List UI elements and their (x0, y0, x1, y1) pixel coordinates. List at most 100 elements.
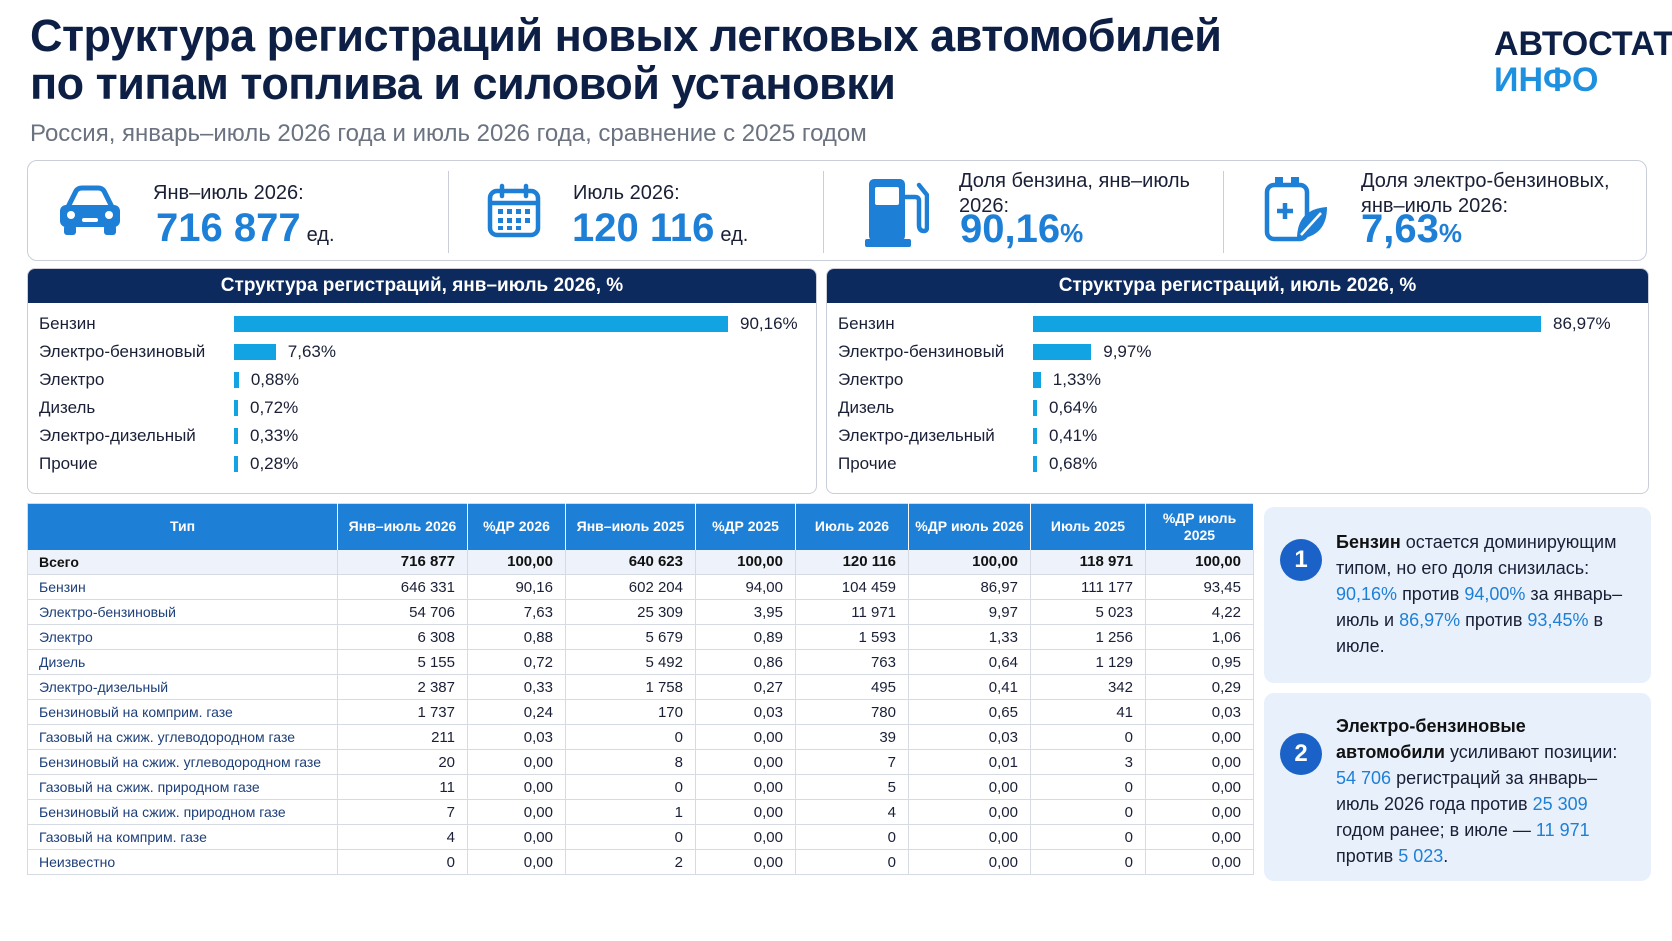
table-cell: 1 593 (795, 624, 909, 650)
bar-category-label: Электро (838, 370, 904, 389)
bar-row: Дизель 0,64% (827, 394, 1648, 422)
column-header: Тип (27, 503, 338, 550)
bar (234, 316, 728, 332)
table-cell: 7 (337, 799, 468, 825)
bar-row: Электро 0,88% (28, 366, 816, 394)
bar-category-label: Прочие (838, 454, 897, 473)
table-cell: 11 (337, 774, 468, 800)
table-row: Бензиновый на комприм. газе 1 737 0,24 170 0… (27, 699, 1254, 725)
table-cell: 20 (337, 749, 468, 775)
bar (1033, 400, 1037, 416)
table-cell: 0 (1030, 824, 1146, 850)
table-cell: 1,06 (1145, 624, 1254, 650)
bar-row: Бензин 86,97% (827, 310, 1648, 338)
table-cell: 0,00 (1145, 799, 1254, 825)
table-cell: 9,97 (908, 599, 1031, 625)
table-header-row: Тип Янв–июль 2026 %ДР 2026 Янв–июль 2025 %ДР… (27, 503, 1254, 550)
bar (1033, 372, 1041, 388)
table-cell: 0,03 (908, 724, 1031, 750)
bar-row: Дизель 0,72% (28, 394, 816, 422)
note-fragment: 11 971 (1535, 820, 1590, 840)
column-header: %ДР 2025 (695, 503, 796, 550)
table-row: Электро-бензиновый 54 706 7,63 25 309 3,95 11… (27, 599, 1254, 625)
note-fragment: 93,45% (1527, 610, 1589, 630)
bar-value-label: 0,41% (1049, 426, 1098, 445)
row-label: Газовый на комприм. газе (27, 824, 338, 850)
note-fragment: регистраций за январь–июль 2026 года про… (1336, 768, 1598, 814)
bar (234, 372, 239, 388)
note-fragment: против (1460, 610, 1528, 630)
table-cell: 0,03 (1145, 699, 1254, 725)
row-label: Бензиновый на комприм. газе (27, 699, 338, 725)
table-cell: 0,00 (695, 849, 796, 875)
table-cell: 0 (1030, 774, 1146, 800)
table-cell: 716 877 (337, 549, 468, 575)
table-cell: 0,88 (467, 624, 566, 650)
note-fragment: 86,97% (1399, 610, 1461, 630)
note-fragment: 54 706 (1336, 768, 1392, 788)
table-row: Газовый на сжиж. углеводородном газе 211 0… (27, 724, 1254, 750)
table-cell: 602 204 (565, 574, 696, 600)
chart-panel-july: Структура регистраций, июль 2026, % Бенз… (826, 268, 1649, 494)
table-cell: 0,00 (908, 824, 1031, 850)
hybrid-battery-leaf-icon (1264, 177, 1327, 242)
table-cell: 86,97 (908, 574, 1031, 600)
table-cell: 7,63 (467, 599, 566, 625)
chart-panel-jan-jul: Структура регистраций, янв–июль 2026, % … (27, 268, 817, 494)
kpi-value: 716 877 ед. (156, 206, 335, 250)
table-row: Неизвестно 0 0,00 2 0,00 0 0,00 0 0,00 (27, 849, 1254, 875)
kpi-label: Доля бензина, янв–июль 2026: (959, 170, 1190, 217)
row-label: Электро-бензиновый (27, 599, 338, 625)
table-cell: 3,95 (695, 599, 796, 625)
kpi-label: Янв–июль 2026: (153, 182, 304, 204)
bar-value-label: 0,72% (250, 398, 299, 417)
logo-line-2: ИНФО (1494, 61, 1599, 99)
bar-value-label: 0,64% (1049, 398, 1098, 417)
table-cell: 0,41 (908, 674, 1031, 700)
table-cell: 4 (337, 824, 468, 850)
note-number: 2 (1280, 733, 1322, 775)
bar-category-label: Электро-дизельный (838, 426, 995, 445)
row-label: Электро (27, 624, 338, 650)
row-label: Газовый на сжиж. природном газе (27, 774, 338, 800)
kpi-hybrid-share: Доля электро-бензиновых, янв–июль 2026: … (1223, 161, 1648, 260)
table-cell: 100,00 (467, 549, 566, 575)
bar-category-label: Прочие (39, 454, 98, 473)
table-cell: 0,00 (467, 824, 566, 850)
row-label: Бензиновый на сжиж. углеводородном газе (27, 749, 338, 775)
bar-row: Прочие 0,28% (28, 450, 816, 478)
table-row: Электро 6 308 0,88 5 679 0,89 1 593 1,33 1 256 1… (27, 624, 1254, 650)
table-cell: 495 (795, 674, 909, 700)
table-cell: 2 387 (337, 674, 468, 700)
table-cell: 5 (795, 774, 909, 800)
bar-category-label: Дизель (39, 398, 96, 417)
table-cell: 93,45 (1145, 574, 1254, 600)
table-row: Бензиновый на сжиж. углеводородном газе 2… (27, 749, 1254, 775)
kpi-total-jan-jul: Янв–июль 2026: 716 877 ед. (28, 161, 448, 260)
fuel-pump-icon (865, 179, 929, 247)
bar-row: Электро-бензиновый 9,97% (827, 338, 1648, 366)
note-fragment: 90,16% (1336, 584, 1398, 604)
calendar-icon (487, 183, 541, 238)
note-fragment: 25 309 (1532, 794, 1588, 814)
table-cell: 0,33 (467, 674, 566, 700)
table-cell: 100,00 (1145, 549, 1254, 575)
bar-row: Прочие 0,68% (827, 450, 1648, 478)
table-cell: 25 309 (565, 599, 696, 625)
table-cell: 646 331 (337, 574, 468, 600)
row-label: Газовый на сжиж. углеводородном газе (27, 724, 338, 750)
table-cell: 0,89 (695, 624, 796, 650)
table-cell: 0,00 (467, 774, 566, 800)
bar-value-label: 90,16% (740, 314, 798, 333)
kpi-strip: Янв–июль 2026: 716 877 ед. Июль 2026: 120… (27, 160, 1647, 261)
bar-row: Электро-дизельный 0,41% (827, 422, 1648, 450)
note-fragment: усиливают позиции: (1444, 742, 1618, 762)
bar-row: Бензин 90,16% (28, 310, 816, 338)
table-cell: 11 971 (795, 599, 909, 625)
table-cell: 0,00 (695, 799, 796, 825)
note-fragment: 5 023 (1398, 846, 1444, 866)
bar (234, 456, 238, 472)
table-cell: 0 (795, 849, 909, 875)
kpi-value: 90,16% (960, 207, 1084, 251)
table-cell: 0,00 (908, 774, 1031, 800)
